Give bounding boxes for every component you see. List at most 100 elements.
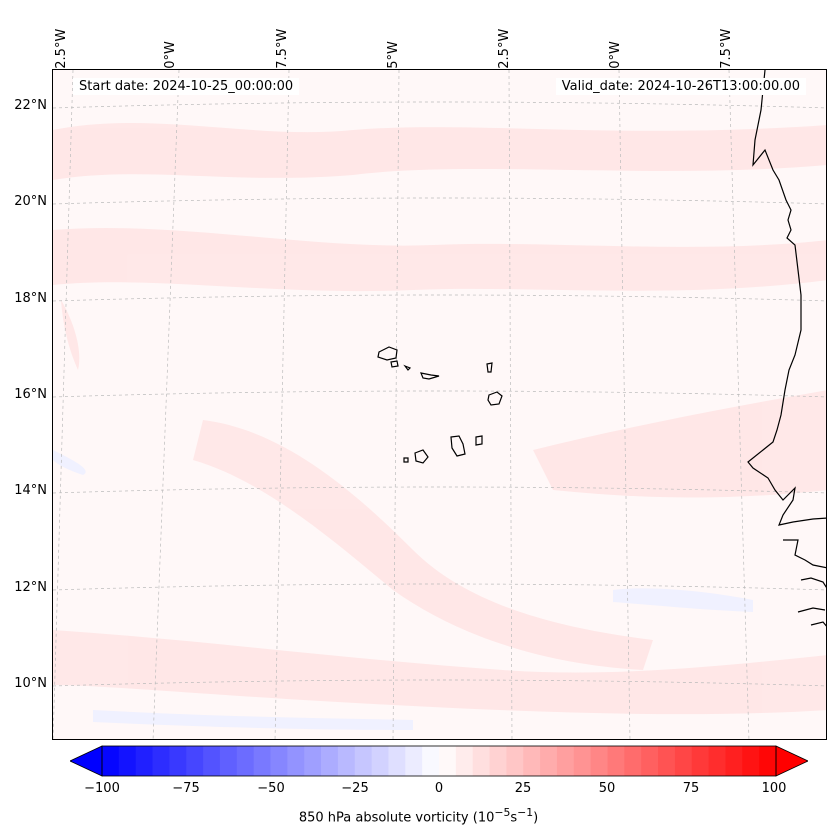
lat-label: 18°N — [14, 291, 47, 306]
island-sao-nicolau — [420, 372, 440, 380]
lat-label: 10°N — [14, 676, 47, 691]
colorbar-cell — [641, 746, 659, 776]
colorbar-cell — [354, 746, 373, 776]
colorbar-label-unit: s — [510, 810, 518, 826]
parallel — [53, 679, 826, 687]
colorbar-label-end: ) — [533, 810, 539, 826]
colorbar-cell — [725, 746, 743, 776]
meridian — [53, 70, 74, 739]
colorbar-cell — [759, 746, 777, 776]
colorbar-tick-label: −50 — [257, 781, 285, 796]
colorbar-cell — [489, 746, 507, 776]
colorbar-label-text: 850 hPa absolute vorticity (10 — [298, 810, 495, 826]
colorbar-cell — [506, 746, 524, 776]
colorbar-cell — [573, 746, 592, 776]
parallel — [53, 486, 826, 494]
vorticity-patch — [53, 450, 86, 475]
vorticity-band — [193, 420, 653, 670]
island-santo-antao — [377, 346, 398, 361]
colorbar-cell — [169, 746, 187, 776]
vorticity-band — [533, 390, 826, 498]
vorticity-band — [53, 227, 826, 292]
island-sal — [486, 362, 493, 373]
colorbar-cell — [674, 746, 693, 776]
colorbar-cell — [523, 746, 541, 776]
colorbar-cell — [186, 746, 204, 776]
africa-coastline — [747, 70, 826, 526]
parallel — [53, 390, 826, 398]
colorbar-tick-label: 0 — [434, 781, 444, 796]
colorbar-cell — [658, 746, 676, 776]
lat-label: 12°N — [14, 580, 47, 595]
colorbar — [70, 745, 808, 777]
colorbar-tick-label: 25 — [514, 781, 532, 796]
colorbar-cell — [607, 746, 625, 776]
africa-coastline — [797, 577, 826, 627]
coastline — [747, 70, 826, 627]
colorbar-cell — [270, 746, 288, 776]
colorbar-cell — [152, 746, 170, 776]
meridian — [152, 70, 180, 739]
colorbar-cell — [321, 746, 339, 776]
colorbar-min-extend — [70, 745, 103, 777]
colorbar-cell — [219, 746, 238, 776]
colorbar-max-extend — [775, 745, 808, 777]
vorticity-band — [53, 630, 826, 715]
graticule — [53, 70, 826, 739]
colorbar-tick-label: 75 — [682, 781, 700, 796]
island-santiago — [450, 435, 466, 457]
vorticity-field — [53, 122, 826, 715]
colorbar-cell — [102, 746, 120, 776]
meridian — [508, 70, 513, 739]
parallel — [53, 197, 826, 205]
colorbar-cell — [287, 746, 305, 776]
colorbar-cell — [742, 746, 760, 776]
island-santa-luzia — [403, 364, 412, 371]
colorbar-outline — [101, 745, 777, 777]
colorbar-tick-label: −75 — [172, 781, 200, 796]
cape-verde-islands — [377, 346, 503, 464]
vorticity-band — [53, 122, 826, 180]
colorbar-cell — [455, 746, 474, 776]
colorbar-cell — [135, 746, 154, 776]
colorbar-cell — [708, 746, 726, 776]
lat-label: 16°N — [14, 387, 47, 402]
colorbar-tick-label: −100 — [84, 781, 120, 796]
colorbar-cell — [439, 746, 457, 776]
africa-coastline — [783, 539, 826, 569]
colorbar-cell — [236, 746, 255, 776]
colorbar-label: 850 hPa absolute vorticity (10−5s−1) — [0, 806, 837, 825]
meridian — [392, 70, 400, 739]
colorbar-cell — [337, 746, 356, 776]
colorbar-cell — [203, 746, 221, 776]
start-date-label: Start date: 2024-10-25_00:00:00 — [73, 78, 300, 95]
colorbar-tick-label: 50 — [598, 781, 616, 796]
lat-label: 20°N — [14, 194, 47, 209]
island-fogo — [414, 449, 429, 464]
vorticity-band — [61, 300, 80, 370]
colorbar-cell — [540, 746, 558, 776]
colorbar-label-exponent2: −1 — [517, 806, 534, 819]
colorbar-tick-label: −25 — [341, 781, 369, 796]
meridian — [728, 70, 750, 739]
parallel — [53, 294, 826, 302]
map-canvas[interactable] — [53, 70, 827, 740]
colorbar-cell — [624, 746, 642, 776]
island-brava — [403, 457, 409, 463]
lat-label: 22°N — [14, 98, 47, 113]
map-panel[interactable]: Start date: 2024-10-25_00:00:00 Valid_da… — [52, 69, 827, 740]
colorbar-cell — [304, 746, 322, 776]
colorbar-cell — [118, 746, 137, 776]
vorticity-patch — [93, 710, 413, 730]
colorbar-cells — [102, 746, 777, 776]
colorbar-cell — [422, 746, 440, 776]
colorbar-tick-label: 100 — [761, 781, 787, 796]
meridian — [274, 70, 290, 739]
valid-date-label: Valid_date: 2024-10-26T13:00:00.00 — [555, 78, 806, 95]
parallel — [53, 101, 826, 109]
colorbar-cell — [590, 746, 608, 776]
island-boa-vista — [487, 391, 503, 406]
island-maio — [475, 435, 483, 446]
colorbar-cell — [472, 746, 491, 776]
colorbar-label-exponent: −5 — [494, 806, 511, 819]
